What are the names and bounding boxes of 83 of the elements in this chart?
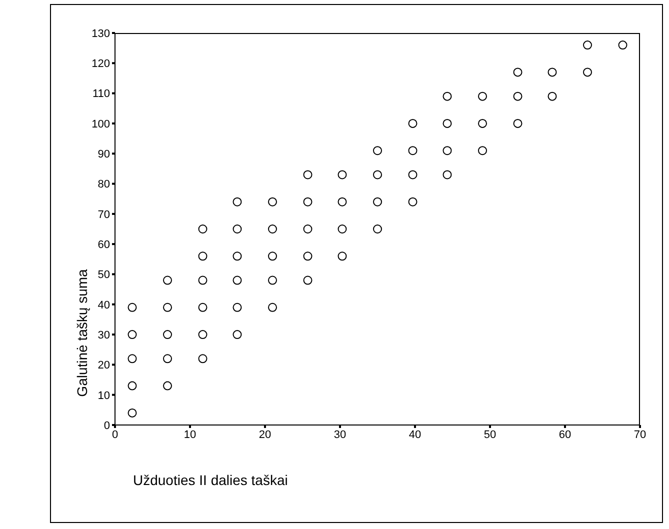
point — [548, 68, 557, 77]
x-tick-label: 50 — [484, 428, 496, 441]
point — [232, 252, 242, 261]
point — [442, 146, 452, 156]
point — [303, 170, 312, 180]
point — [442, 92, 452, 101]
point — [268, 252, 277, 261]
y-tick-label: 40 — [98, 299, 110, 312]
point — [303, 224, 312, 234]
point — [442, 118, 452, 128]
point — [198, 224, 208, 234]
point — [232, 302, 242, 312]
y-tick-label: 60 — [98, 238, 110, 251]
point — [338, 197, 347, 206]
point — [373, 146, 382, 156]
point — [163, 330, 172, 340]
point — [408, 118, 418, 128]
point — [232, 276, 242, 285]
point — [303, 197, 312, 206]
point — [268, 224, 277, 234]
point — [478, 118, 487, 128]
y-tick-label: 10 — [98, 390, 110, 402]
point — [338, 224, 347, 234]
point — [198, 330, 208, 340]
y-tick-label: 0 — [104, 420, 110, 432]
x-tick-label: 30 — [334, 428, 346, 441]
point — [583, 68, 592, 77]
y-tick-label: 70 — [98, 208, 110, 221]
x-tick-label: 70 — [634, 428, 646, 441]
point — [583, 40, 592, 50]
x-tick-label: 40 — [408, 428, 422, 441]
point — [198, 276, 208, 285]
point — [128, 408, 137, 418]
point — [163, 354, 172, 364]
point — [338, 170, 347, 180]
x-tick-label: 60 — [558, 428, 572, 441]
y-tick-label: 80 — [98, 178, 110, 191]
point — [513, 118, 522, 128]
point — [478, 146, 487, 156]
point — [408, 146, 418, 156]
x-tick-label: 10 — [184, 428, 196, 441]
point — [128, 354, 137, 364]
y-tick-label: 30 — [98, 329, 110, 342]
point — [128, 302, 137, 312]
point — [198, 252, 208, 261]
point — [478, 92, 487, 101]
point — [268, 197, 277, 206]
point — [163, 381, 172, 390]
y-tick-label: 90 — [98, 148, 110, 161]
point — [303, 276, 312, 285]
point — [128, 381, 137, 390]
point — [198, 302, 208, 312]
point — [408, 170, 418, 180]
point — [548, 92, 557, 101]
point — [618, 40, 628, 50]
point — [373, 170, 382, 180]
y-tick-label: 110 — [92, 88, 110, 100]
point — [373, 197, 382, 206]
x-axis-title: Užduoties II dalies taškai — [133, 472, 288, 488]
y-tick-label: 120 — [92, 58, 110, 70]
point — [513, 68, 522, 77]
point — [163, 302, 172, 312]
point — [232, 330, 242, 340]
y-tick-label: 20 — [98, 360, 110, 372]
point — [338, 252, 347, 261]
y-tick-label: 100 — [92, 118, 110, 130]
y-tick-label: 50 — [98, 269, 110, 282]
point — [268, 302, 277, 312]
point — [268, 276, 277, 285]
point — [232, 197, 242, 206]
point — [163, 276, 172, 285]
point — [513, 92, 522, 101]
x-tick-label: 20 — [258, 428, 272, 441]
point — [128, 330, 137, 340]
y-tick-label: 130 — [92, 28, 110, 40]
point — [408, 197, 418, 206]
point — [303, 252, 312, 261]
y-axis-title: Galutinė taškų suma — [74, 269, 90, 397]
point — [442, 170, 452, 180]
point — [198, 354, 208, 364]
point — [373, 224, 382, 234]
x-tick-label: 0 — [112, 428, 118, 441]
point — [232, 224, 242, 234]
